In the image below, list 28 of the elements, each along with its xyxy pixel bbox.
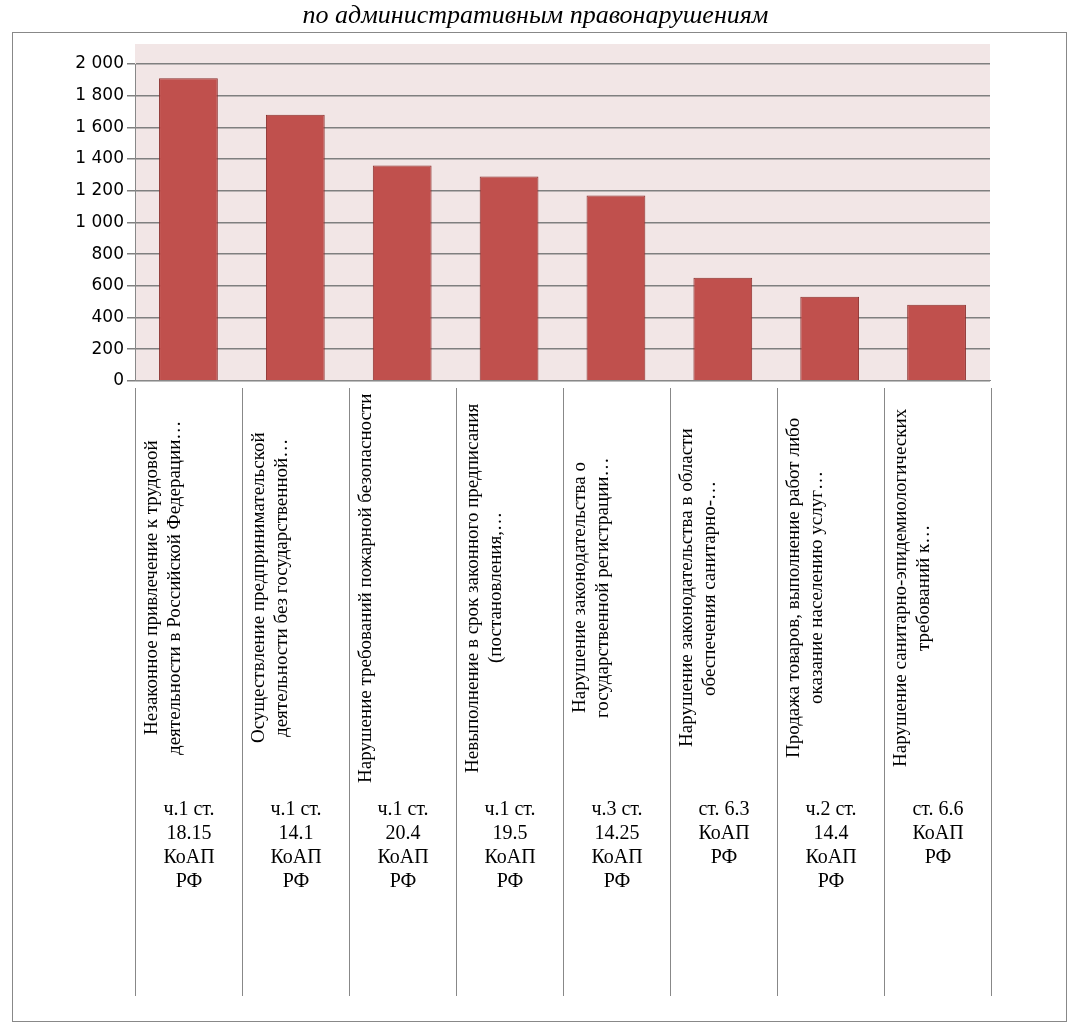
text: ч.1 ст. 14.1 КоАП РФ: [269, 796, 323, 893]
y-tick-label: 1 400: [75, 147, 124, 168]
text: ч.3 ст. 14.25 КоАП РФ: [590, 796, 644, 893]
text: ч.2 ст. 14.4 КоАП РФ: [804, 796, 858, 893]
y-tick-label: 800: [91, 242, 124, 263]
x-tick-label: Нарушение законодательства в области обеспечения санитарно-…: [674, 427, 720, 750]
y-tick-label: 200: [91, 337, 124, 358]
y-tick-label: 2 000: [75, 52, 124, 73]
y-tick-label: 400: [91, 305, 124, 326]
y-tick-label: 0: [113, 369, 124, 390]
text: ч.1 ст. 18.15 КоАП РФ: [162, 796, 216, 893]
x-tick-label: Нарушение санитарно-эпидемиологических требований к…: [888, 407, 934, 770]
x-tick-label: Продажа товаров, выполнение работ либо оказание населению услуг…: [781, 416, 827, 761]
x-tick-label: Невыполнение в срок законного предписания (постановления,…: [460, 402, 506, 775]
text: ч.1 ст. 20.4 КоАП РФ: [376, 796, 430, 893]
y-tick-label: 1 200: [75, 179, 124, 200]
y-tick-label: 1 800: [75, 84, 124, 105]
x-tick-label: Нарушение требований пожарной безопасности: [353, 393, 376, 783]
y-tick-label: 1 000: [75, 210, 124, 231]
y-tick-label: 600: [91, 274, 124, 295]
text: ст. 6.6 КоАП РФ: [911, 796, 965, 869]
x-tick-label: Осуществление предпринимательской деятельности без государственной…: [246, 431, 292, 746]
text: ч.1 ст. 19.5 КоАП РФ: [483, 796, 537, 893]
x-tick-label: Незаконное привлечение к трудовой деятельности в Российской Федерации…: [139, 419, 185, 758]
y-tick-label: 1 600: [75, 115, 124, 136]
text: ст. 6.3 КоАП РФ: [697, 796, 751, 869]
x-tick-label: Нарушение законодательства о государственной регистрации…: [567, 456, 613, 721]
chart-title: по административным правонарушениям: [301, 0, 770, 30]
